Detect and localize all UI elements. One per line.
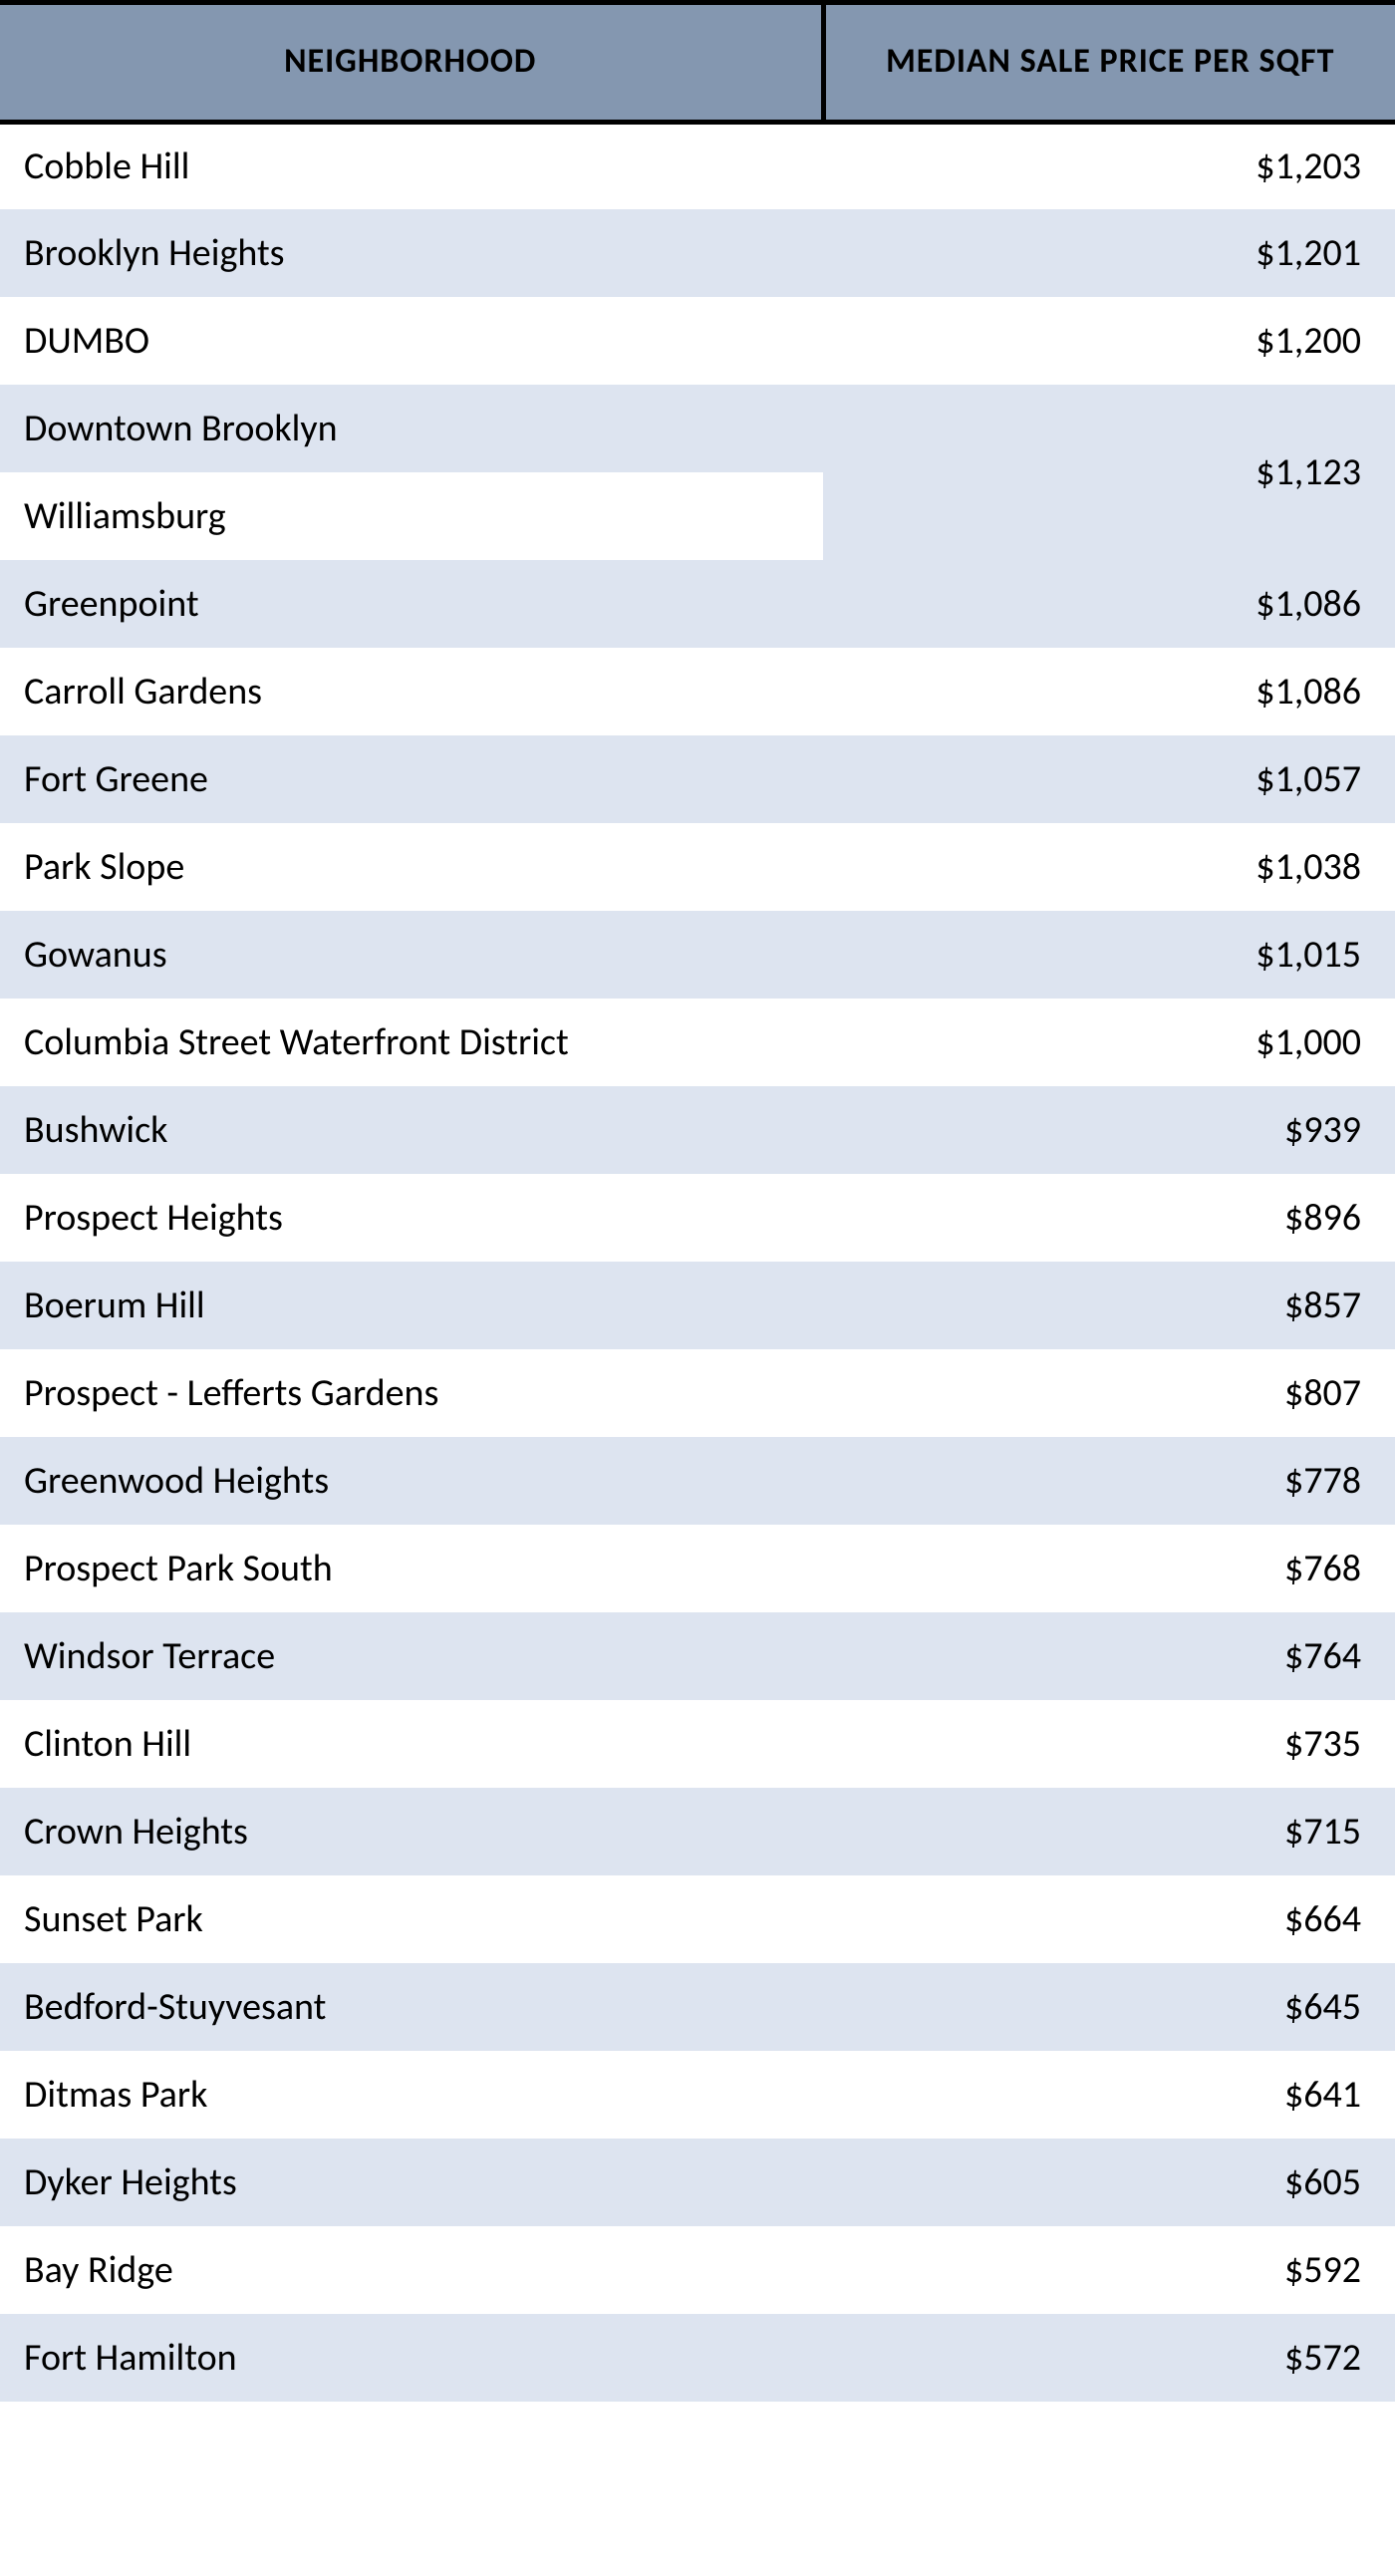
cell-price: $1,123	[823, 385, 1395, 560]
cell-price: $939	[823, 1086, 1395, 1174]
table-row: Prospect Heights$896	[0, 1174, 1395, 1262]
table-row: Carroll Gardens$1,086	[0, 648, 1395, 735]
cell-price: $857	[823, 1262, 1395, 1349]
cell-price: $896	[823, 1174, 1395, 1262]
price-table-container: NEIGHBORHOOD MEDIAN SALE PRICE PER SQFT …	[0, 0, 1395, 2402]
cell-price: $735	[823, 1700, 1395, 1788]
table-row: Brooklyn Heights$1,201	[0, 209, 1395, 297]
cell-price: $778	[823, 1437, 1395, 1525]
cell-neighborhood: Gowanus	[0, 911, 823, 999]
cell-neighborhood: Park Slope	[0, 823, 823, 911]
table-row: Bushwick$939	[0, 1086, 1395, 1174]
cell-neighborhood: Prospect Park South	[0, 1525, 823, 1612]
cell-neighborhood: Greenpoint	[0, 560, 823, 648]
cell-price: $572	[823, 2314, 1395, 2402]
table-row: Windsor Terrace$764	[0, 1612, 1395, 1700]
cell-price: $664	[823, 1875, 1395, 1963]
cell-price: $605	[823, 2139, 1395, 2226]
table-row: Prospect Park South$768	[0, 1525, 1395, 1612]
table-row: Bay Ridge$592	[0, 2226, 1395, 2314]
table-row: Gowanus$1,015	[0, 911, 1395, 999]
table-row: Fort Hamilton$572	[0, 2314, 1395, 2402]
cell-price: $1,200	[823, 297, 1395, 385]
table-row: DUMBO$1,200	[0, 297, 1395, 385]
cell-price: $1,086	[823, 648, 1395, 735]
cell-neighborhood: Bedford-Stuyvesant	[0, 1963, 823, 2051]
table-row: Downtown Brooklyn$1,123	[0, 385, 1395, 472]
cell-neighborhood: Bushwick	[0, 1086, 823, 1174]
cell-price: $1,015	[823, 911, 1395, 999]
cell-neighborhood: Carroll Gardens	[0, 648, 823, 735]
table-row: Boerum Hill$857	[0, 1262, 1395, 1349]
table-row: Sunset Park$664	[0, 1875, 1395, 1963]
table-row: Dyker Heights$605	[0, 2139, 1395, 2226]
cell-price: $764	[823, 1612, 1395, 1700]
cell-neighborhood: Ditmas Park	[0, 2051, 823, 2139]
cell-neighborhood: Fort Greene	[0, 735, 823, 823]
cell-neighborhood: Brooklyn Heights	[0, 209, 823, 297]
col-header-neighborhood: NEIGHBORHOOD	[0, 3, 823, 123]
cell-neighborhood: Sunset Park	[0, 1875, 823, 1963]
table-row: Park Slope$1,038	[0, 823, 1395, 911]
table-row: Crown Heights$715	[0, 1788, 1395, 1875]
cell-neighborhood: DUMBO	[0, 297, 823, 385]
cell-neighborhood: Cobble Hill	[0, 122, 823, 209]
cell-price: $1,203	[823, 122, 1395, 209]
cell-price: $592	[823, 2226, 1395, 2314]
cell-price: $1,086	[823, 560, 1395, 648]
cell-neighborhood: Prospect Heights	[0, 1174, 823, 1262]
cell-price: $641	[823, 2051, 1395, 2139]
table-row: Fort Greene$1,057	[0, 735, 1395, 823]
cell-price: $768	[823, 1525, 1395, 1612]
table-row: Prospect - Lefferts Gardens$807	[0, 1349, 1395, 1437]
cell-price: $1,201	[823, 209, 1395, 297]
table-row: Greenpoint$1,086	[0, 560, 1395, 648]
cell-neighborhood: Columbia Street Waterfront District	[0, 999, 823, 1086]
cell-price: $1,000	[823, 999, 1395, 1086]
table-row: Bedford-Stuyvesant$645	[0, 1963, 1395, 2051]
table-row: Ditmas Park$641	[0, 2051, 1395, 2139]
cell-neighborhood: Dyker Heights	[0, 2139, 823, 2226]
cell-neighborhood: Windsor Terrace	[0, 1612, 823, 1700]
cell-price: $645	[823, 1963, 1395, 2051]
cell-neighborhood: Boerum Hill	[0, 1262, 823, 1349]
cell-neighborhood: Fort Hamilton	[0, 2314, 823, 2402]
price-table: NEIGHBORHOOD MEDIAN SALE PRICE PER SQFT …	[0, 0, 1395, 2402]
col-header-price: MEDIAN SALE PRICE PER SQFT	[823, 3, 1395, 123]
cell-neighborhood: Bay Ridge	[0, 2226, 823, 2314]
header-row: NEIGHBORHOOD MEDIAN SALE PRICE PER SQFT	[0, 3, 1395, 123]
table-row: Clinton Hill$735	[0, 1700, 1395, 1788]
cell-price: $807	[823, 1349, 1395, 1437]
price-table-body: Cobble Hill$1,203Brooklyn Heights$1,201D…	[0, 122, 1395, 2402]
cell-neighborhood: Downtown Brooklyn	[0, 385, 823, 472]
cell-price: $1,057	[823, 735, 1395, 823]
cell-neighborhood: Greenwood Heights	[0, 1437, 823, 1525]
cell-neighborhood: Prospect - Lefferts Gardens	[0, 1349, 823, 1437]
table-row: Columbia Street Waterfront District$1,00…	[0, 999, 1395, 1086]
table-row: Cobble Hill$1,203	[0, 122, 1395, 209]
cell-neighborhood: Clinton Hill	[0, 1700, 823, 1788]
table-row: Greenwood Heights$778	[0, 1437, 1395, 1525]
cell-price: $715	[823, 1788, 1395, 1875]
cell-price: $1,038	[823, 823, 1395, 911]
cell-neighborhood: Williamsburg	[0, 472, 823, 560]
cell-neighborhood: Crown Heights	[0, 1788, 823, 1875]
